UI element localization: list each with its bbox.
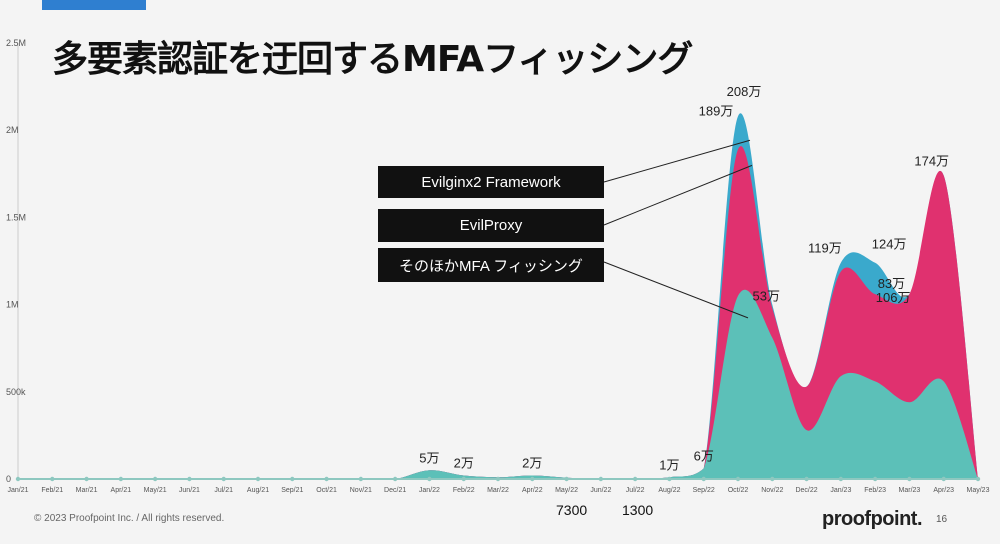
axis-point bbox=[667, 476, 672, 482]
axis-point bbox=[495, 476, 501, 482]
legend-evilproxy: EvilProxy bbox=[378, 209, 604, 242]
leader-line-other-mfa bbox=[603, 261, 749, 319]
x-tick-label: Jul/21 bbox=[214, 487, 233, 494]
x-tick-label: Feb/21 bbox=[41, 487, 63, 494]
x-tick-label: Sep/21 bbox=[281, 487, 303, 494]
axis-point bbox=[84, 476, 89, 482]
x-tick-label: Jan/22 bbox=[419, 487, 440, 494]
page-number: 16 bbox=[936, 514, 948, 525]
axis-point bbox=[735, 476, 741, 482]
data-label: 83万 bbox=[878, 276, 905, 291]
proofpoint-logo: proofpoint. bbox=[822, 508, 923, 530]
axis-point bbox=[598, 476, 604, 482]
slide-title: 多要素認証を迂回するMFAフィッシング bbox=[52, 39, 693, 80]
data-label: 124万 bbox=[872, 237, 907, 252]
x-tick-label: Feb/23 bbox=[864, 487, 886, 494]
axis-point bbox=[392, 476, 398, 482]
axis-point bbox=[118, 476, 124, 482]
x-tick-label: Dec/22 bbox=[795, 487, 817, 494]
x-tick-label: Apr/21 bbox=[111, 487, 132, 494]
x-tick-label: Jun/22 bbox=[590, 487, 611, 494]
axis-point bbox=[770, 476, 775, 482]
axis-point bbox=[255, 476, 261, 482]
x-tick-label: Feb/22 bbox=[453, 487, 475, 494]
data-label: 208万 bbox=[727, 84, 762, 99]
x-tick-label: Sep/22 bbox=[693, 487, 715, 494]
axis-point bbox=[564, 476, 569, 482]
data-label: 2万 bbox=[454, 456, 474, 471]
x-tick-label: Oct/22 bbox=[728, 487, 749, 494]
accent-bar bbox=[42, 0, 146, 10]
x-tick-label: Aug/21 bbox=[247, 487, 269, 494]
copyright: © 2023 Proofpoint Inc. / All rights rese… bbox=[34, 513, 225, 524]
axis-point bbox=[701, 476, 706, 482]
axis-point bbox=[941, 476, 946, 482]
axis-point bbox=[461, 476, 466, 482]
x-tick-label: Jun/21 bbox=[179, 487, 200, 494]
x-tick-label: Nov/22 bbox=[761, 487, 783, 494]
axis-point bbox=[290, 476, 295, 482]
axis-point bbox=[221, 476, 226, 482]
axis-point bbox=[804, 476, 809, 482]
axis-point bbox=[530, 476, 535, 482]
y-tick-label: 1.5M bbox=[6, 212, 26, 222]
y-tick-label: 2.5M bbox=[6, 38, 26, 48]
x-tick-label: May/22 bbox=[555, 487, 578, 494]
data-label: 189万 bbox=[699, 103, 734, 118]
legend-evilginx2: Evilginx2 Framework bbox=[378, 166, 604, 198]
data-label: 2万 bbox=[522, 456, 542, 471]
data-label: 174万 bbox=[914, 154, 949, 169]
leader-line-evilginx2 bbox=[603, 139, 751, 183]
axis-point bbox=[427, 476, 432, 482]
x-tick-label: Mar/22 bbox=[487, 487, 509, 494]
y-tick-label: 500k bbox=[6, 387, 26, 397]
below-axis-label-jul22: 1300 bbox=[622, 502, 654, 518]
x-tick-label: May/21 bbox=[144, 487, 167, 494]
x-tick-label: Jan/23 bbox=[830, 487, 851, 494]
axis-point bbox=[15, 476, 21, 482]
x-tick-label: Jan/21 bbox=[7, 487, 28, 494]
data-label: 119万 bbox=[808, 241, 842, 256]
axis-point bbox=[632, 476, 638, 482]
area-series-そのほかmfa-フィッシング bbox=[18, 289, 978, 479]
x-tick-label: Nov/21 bbox=[350, 487, 372, 494]
x-tick-label: Oct/21 bbox=[316, 487, 337, 494]
leader-line-evilproxy bbox=[603, 164, 753, 226]
data-label: 5万 bbox=[419, 450, 439, 465]
axis-point bbox=[187, 476, 192, 482]
axis-point bbox=[324, 476, 329, 482]
below-axis-label-may22: 7300 bbox=[556, 502, 588, 518]
x-tick-label: Mar/21 bbox=[76, 487, 98, 494]
axis-point bbox=[838, 476, 844, 482]
x-tick-label: Apr/22 bbox=[522, 487, 543, 494]
y-tick-label: 2M bbox=[6, 125, 19, 135]
x-tick-label: Dec/21 bbox=[384, 487, 406, 494]
y-tick-label: 1M bbox=[6, 300, 19, 310]
x-tick-label: Apr/23 bbox=[933, 487, 954, 494]
x-tick-label: Aug/22 bbox=[658, 487, 680, 494]
data-label: 1万 bbox=[659, 457, 679, 472]
data-label: 53万 bbox=[753, 289, 780, 304]
axis-point bbox=[907, 476, 912, 482]
x-tick-label: Mar/23 bbox=[899, 487, 921, 494]
axis-point bbox=[50, 476, 55, 482]
x-tick-label: Jul/22 bbox=[626, 487, 645, 494]
axis-point bbox=[358, 476, 364, 482]
axis-point bbox=[975, 476, 981, 482]
legend-other-mfa: そのほかMFA フィッシング bbox=[378, 248, 604, 282]
axis-point bbox=[872, 476, 878, 482]
x-tick-label: May/23 bbox=[967, 487, 990, 494]
data-label: 6万 bbox=[694, 449, 714, 464]
axis-point bbox=[152, 476, 158, 482]
y-tick-label: 0 bbox=[6, 474, 11, 484]
data-label: 106万 bbox=[876, 290, 911, 305]
